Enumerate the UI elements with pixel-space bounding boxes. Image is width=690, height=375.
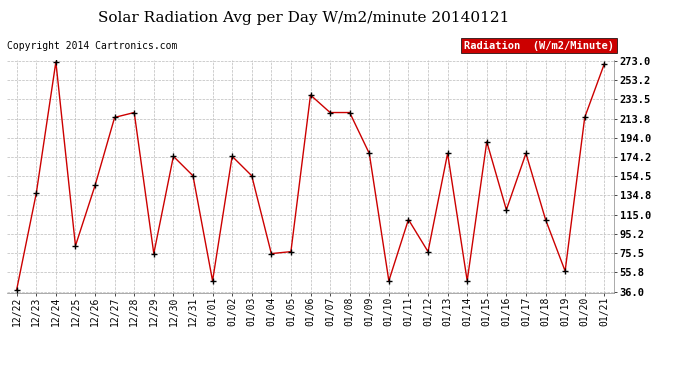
Text: Copyright 2014 Cartronics.com: Copyright 2014 Cartronics.com [7,41,177,51]
Text: Solar Radiation Avg per Day W/m2/minute 20140121: Solar Radiation Avg per Day W/m2/minute … [98,11,509,25]
Text: Radiation  (W/m2/Minute): Radiation (W/m2/Minute) [464,40,614,51]
